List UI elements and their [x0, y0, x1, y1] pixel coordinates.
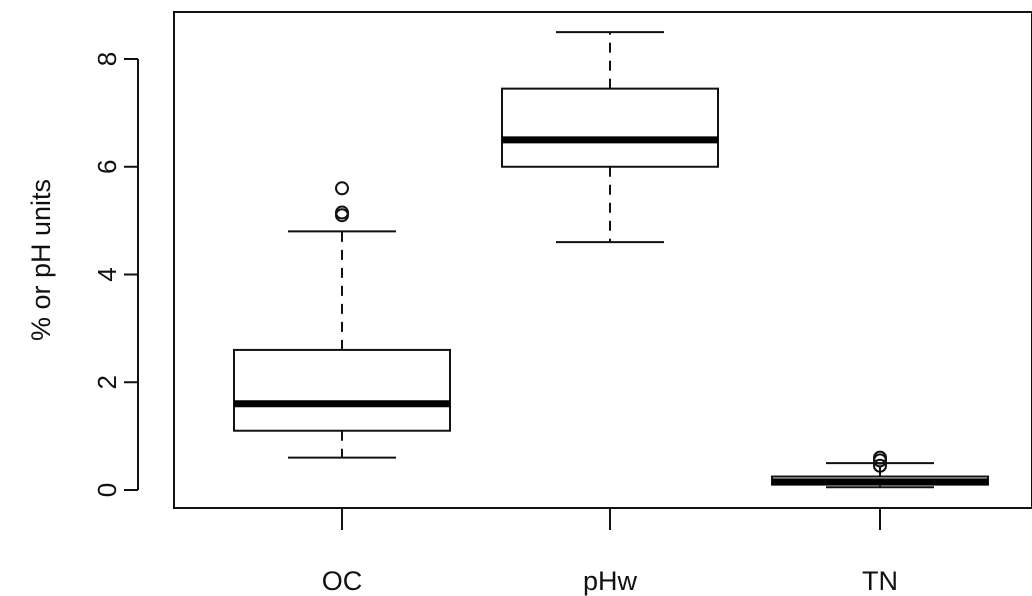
- y-tick-label: 8: [92, 52, 122, 66]
- plot-frame: [173, 11, 1032, 509]
- box-oc: [233, 181, 451, 459]
- outlier-point: [335, 181, 349, 196]
- y-axis-label: % or pH units: [26, 179, 56, 341]
- y-axis: 0 2 4 6 8: [92, 52, 139, 497]
- y-tick-label: 2: [92, 375, 122, 389]
- iqr-box: [233, 348, 451, 432]
- y-tick-label: 0: [92, 483, 122, 497]
- x-tick-label-oc: OC: [322, 566, 363, 596]
- y-tick-label: 6: [92, 160, 122, 174]
- box-phw: [501, 31, 719, 244]
- outlier-point: [873, 458, 887, 473]
- y-tick-label: 4: [92, 267, 122, 281]
- x-tick-label-phw: pHw: [583, 566, 638, 596]
- box-tn: [771, 450, 989, 489]
- x-tick-label-tn: TN: [862, 566, 898, 596]
- outlier-point: [873, 450, 887, 465]
- outlier-point: [335, 205, 349, 220]
- boxes: [233, 31, 989, 489]
- x-axis: OC pHw TN: [322, 508, 898, 596]
- iqr-box: [501, 87, 719, 168]
